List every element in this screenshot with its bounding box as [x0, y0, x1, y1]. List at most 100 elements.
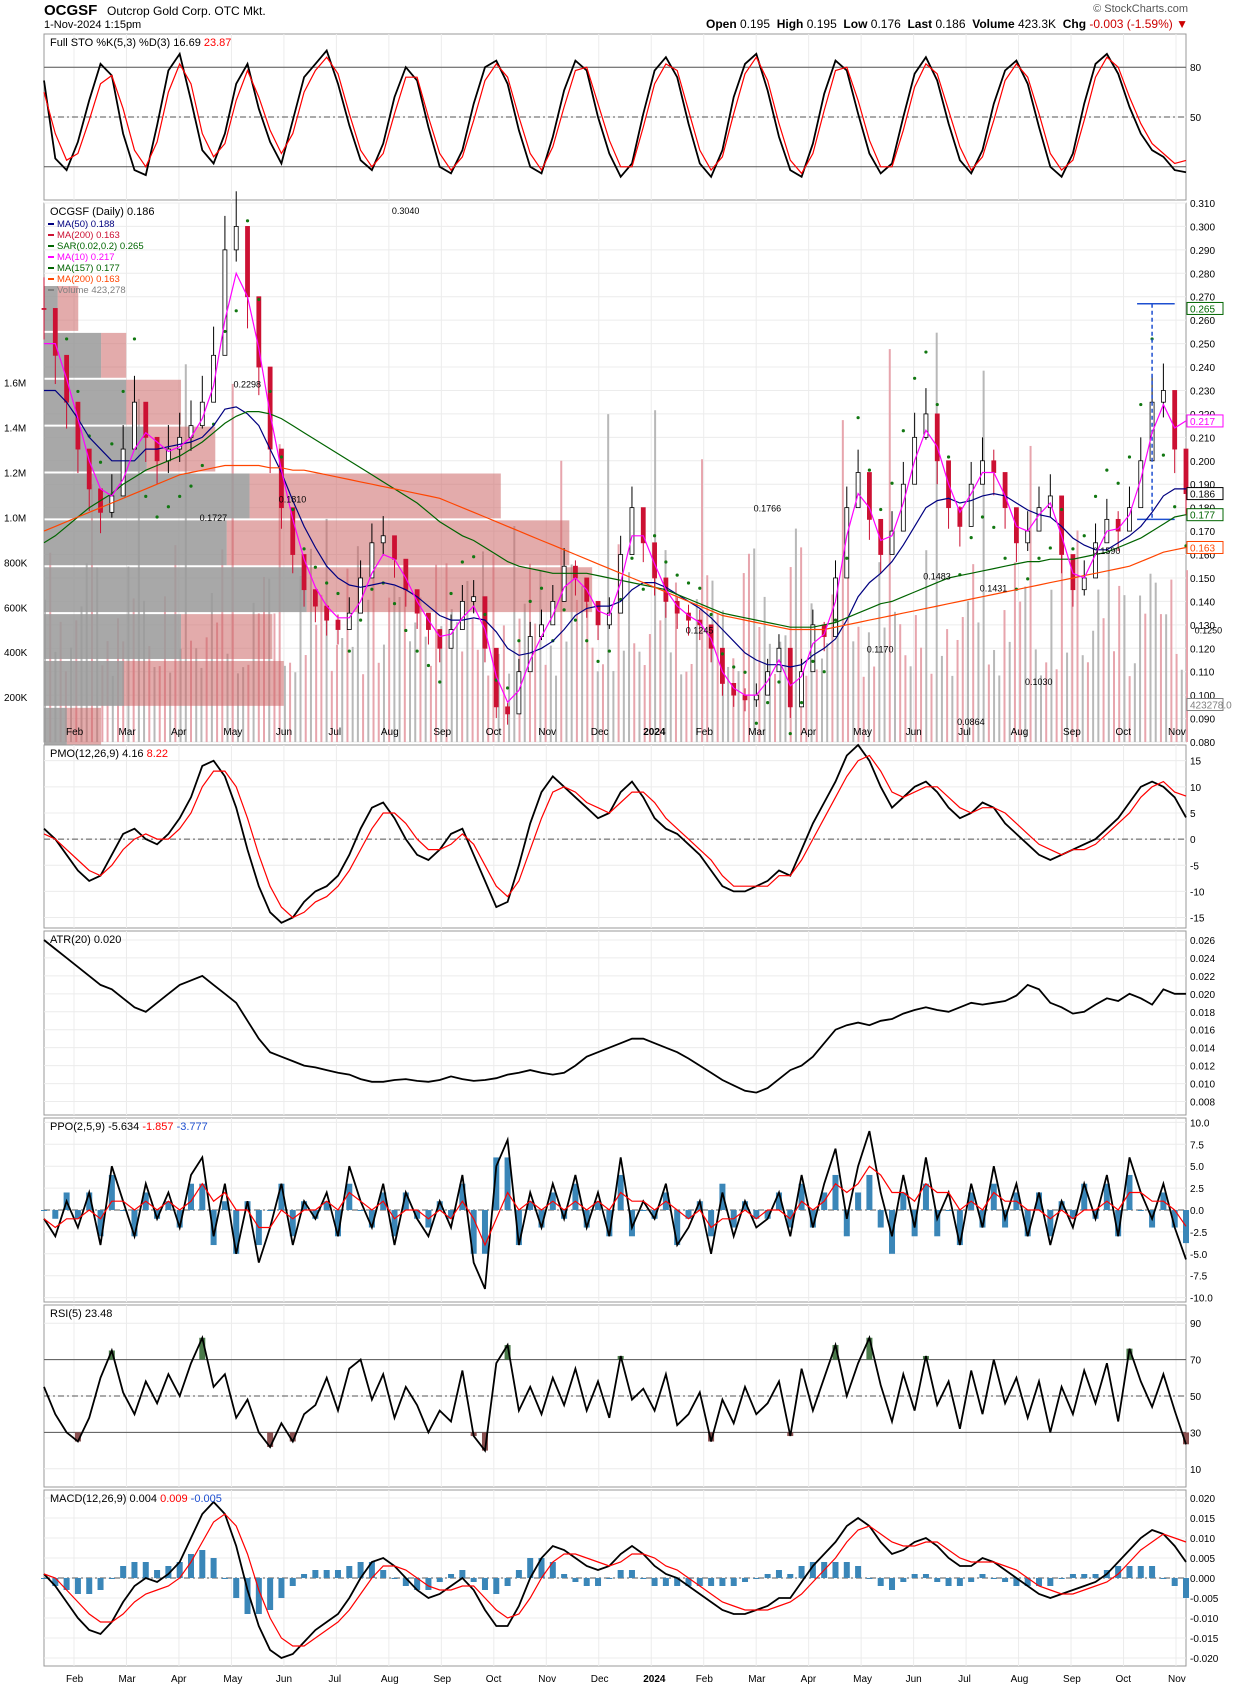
ppo-histogram-bar [990, 1183, 997, 1210]
price-y-tick-label: 0.100 [1190, 691, 1215, 702]
volume-bar [622, 650, 625, 742]
volume-bar [664, 550, 667, 742]
macd-histogram-bar [595, 1578, 602, 1586]
x-axis-month-label: Jun [276, 1674, 292, 1685]
sar-dot [279, 455, 284, 459]
price-bar-body [561, 565, 567, 602]
volume-bar [935, 332, 938, 742]
ppo-histogram-bar [1058, 1201, 1065, 1210]
chart-symbol: OCGSF [44, 2, 98, 19]
volume-bar [601, 664, 604, 742]
x-axis-month-label: Apr [171, 1674, 187, 1685]
price-y-tick-label: 0.240 [1190, 363, 1215, 374]
ppo-histogram-bar [357, 1210, 364, 1211]
volume-tick-label: 600K [4, 603, 28, 614]
volume-bar [633, 643, 636, 742]
macd-histogram-bar [481, 1578, 488, 1590]
macd-histogram-bar [900, 1578, 907, 1582]
volume-bar [1076, 530, 1079, 742]
price-series-line [43, 464, 1187, 631]
sar-dot [879, 507, 883, 512]
sto-value1: 16.69 [173, 37, 204, 49]
volume-bar [169, 672, 172, 742]
sar-dot [573, 618, 578, 622]
volume-bar [513, 526, 516, 742]
volume-bar [878, 562, 881, 742]
volume-bar [1175, 653, 1178, 742]
pmo-value2: 8.22 [147, 748, 168, 760]
macd-histogram-bar [448, 1574, 455, 1578]
price-bar-body [52, 308, 58, 356]
x-axis-month-label: Oct [1116, 727, 1132, 738]
ppo-histogram-bar [1137, 1210, 1144, 1211]
volume-bar [1123, 595, 1126, 742]
macd-value3: -0.005 [191, 1493, 222, 1505]
volume-bar [1186, 570, 1188, 742]
price-y-tick-label: 0.200 [1190, 457, 1215, 468]
ppo-histogram-bar [187, 1183, 194, 1210]
ppo-histogram-bar [221, 1201, 228, 1210]
ppo-histogram-bar [493, 1157, 500, 1210]
volume-bar [841, 420, 844, 742]
volume-bar [1154, 582, 1157, 742]
volume-bar [1055, 669, 1058, 742]
macd-histogram-bar [911, 1574, 918, 1578]
macd-histogram-bar [267, 1578, 274, 1610]
last-label: Last [907, 17, 933, 31]
macd-histogram-bar [889, 1578, 896, 1590]
rsi-y-tick-label: 50 [1190, 1392, 1202, 1403]
sar-dot [1082, 534, 1086, 538]
sar-dot [1116, 481, 1120, 485]
ppo-histogram-bar [131, 1210, 138, 1237]
sar-dot [935, 402, 939, 407]
macd-histogram-bar [41, 1578, 47, 1579]
price-y-tick-label: 0.190 [1190, 480, 1215, 491]
sar-dot [483, 612, 487, 617]
price-y-tick-label: 0.140 [1190, 597, 1215, 608]
last-value-tag [1186, 540, 1224, 554]
price-bar-body [1115, 518, 1121, 532]
volume-bar [289, 662, 292, 742]
sar-dot [370, 587, 374, 591]
macd-histogram-bar [719, 1578, 726, 1586]
ppo-histogram-bar [41, 1210, 47, 1211]
company-name: Outcrop Gold Corp. OTC Mkt. [107, 4, 266, 18]
macd-histogram-bar [278, 1578, 285, 1598]
sto-value2: 23.87 [204, 37, 232, 49]
volume-bar [263, 576, 266, 742]
chart-timestamp: 1-Nov-2024 1:15pm [44, 19, 142, 31]
price-annotation: 0.1727 [200, 513, 228, 523]
sar-dot [517, 639, 521, 643]
sar-dot [788, 731, 792, 736]
sar-dot [460, 560, 464, 564]
rsi-overbought-fill [108, 1350, 115, 1360]
volume-bar [831, 594, 834, 742]
ppo-histogram-bar [1081, 1183, 1088, 1210]
price-bar-body [550, 600, 556, 626]
volume-bar [429, 665, 432, 742]
volume-bar [883, 627, 886, 742]
last-value-label: 423278.0 [1190, 701, 1232, 712]
volume-bar [346, 568, 349, 742]
sar-dot [178, 494, 182, 499]
volume-profile-down-bar [44, 379, 127, 425]
ppo-histogram-bar [1024, 1210, 1031, 1237]
volume-bar [1112, 651, 1115, 742]
price-bar-body [245, 226, 250, 298]
low-label: Low [843, 17, 868, 31]
ppo-histogram-bar [1171, 1210, 1178, 1228]
sar-dot [1173, 505, 1177, 509]
macd-histogram-bar [402, 1578, 409, 1586]
macd-histogram-bar [1171, 1578, 1178, 1586]
volume-bar [805, 675, 808, 742]
atr-title: ATR(20) 0.020 [50, 934, 121, 946]
sar-dot [132, 337, 137, 341]
rsi-overbought-fill [832, 1345, 839, 1360]
macd-histogram-bar [289, 1578, 296, 1586]
price-y-tick-label: 0.310 [1190, 199, 1215, 210]
ppo-value3: -3.777 [177, 1121, 208, 1133]
rsi-series-line [43, 1334, 1187, 1453]
macd-y-tick-label: -0.005 [1190, 1594, 1219, 1605]
macd-histogram-bar [504, 1578, 511, 1586]
macd-histogram-bar [662, 1578, 669, 1586]
